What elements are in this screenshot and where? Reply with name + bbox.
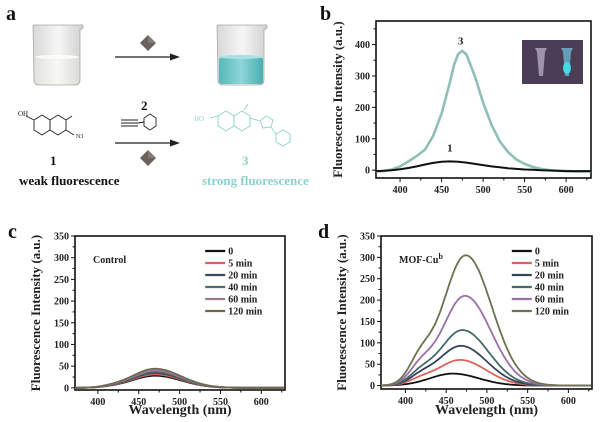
curve-annotation-1: 1 [447, 142, 453, 154]
x-tick-label-c: 550 [213, 397, 228, 408]
y-tick-label-d: 250 [360, 274, 375, 285]
panel-letter-d: d [318, 221, 330, 243]
y-tick-label-c: 350 [54, 232, 69, 243]
x-tick-label-b: 500 [476, 185, 491, 196]
catalyst-icon-top [140, 35, 156, 51]
legend-label: 20 min [228, 271, 258, 282]
series-line-1 [376, 160, 591, 173]
y-tick-label-c: 50 [59, 362, 69, 373]
y-tick-label-d: 50 [365, 360, 375, 371]
series-group-d [381, 254, 592, 387]
strong-fluorescence-label: strong fluorescence [202, 173, 309, 188]
y-axis-label-d: Fluorescence Intensity (a.u.) [334, 234, 349, 390]
x-tick-label-b: 400 [393, 185, 408, 196]
y-tick-label-b: 300 [355, 71, 370, 82]
y-tick-label-c: 150 [54, 318, 69, 329]
legend-label: 5 min [228, 259, 253, 270]
vial-left-icon [535, 48, 547, 76]
panel-letter-a: a [6, 3, 16, 25]
y-tick-label-c: 300 [54, 253, 69, 264]
y-axis-label-c: Fluorescence Intensity (a.u.) [28, 235, 43, 391]
y-tick-label-c: 200 [54, 297, 69, 308]
y-tick-label-d: 200 [360, 296, 375, 307]
x-tick-label-c: 450 [131, 397, 146, 408]
inset-vial-photo [522, 40, 583, 84]
beaker-after [216, 24, 268, 86]
legend-label: 5 min [535, 259, 560, 270]
compound-2-label: 2 [141, 98, 148, 113]
weak-fluorescence-label: weak fluorescence [19, 173, 120, 188]
y-tick-label-b: 0 [365, 166, 370, 177]
panel-annotation-d: MOF-Cub [399, 252, 443, 266]
annotation-superscript: b [438, 252, 443, 261]
oh-label-1: OH [18, 110, 29, 118]
legend-label: 60 min [228, 295, 258, 306]
y-tick-label-c: 100 [54, 340, 69, 351]
series-group-c [75, 367, 285, 389]
compound-1-structure [25, 114, 75, 136]
series-line-120-min [75, 367, 285, 389]
beaker-before [32, 24, 84, 86]
y-tick-label-b: 100 [355, 134, 370, 145]
x-tick-label-d: 600 [561, 396, 576, 407]
compound-3-structure [209, 103, 291, 147]
y-tick-label-d: 150 [360, 317, 375, 328]
x-tick-label-b: 600 [559, 185, 574, 196]
legend-label: 20 min [535, 271, 565, 282]
x-tick-label-c: 500 [172, 397, 187, 408]
legend-label: 120 min [535, 307, 570, 318]
x-tick-label-d: 500 [479, 396, 494, 407]
legend-label: 40 min [228, 283, 258, 294]
reaction-arrow-top [115, 53, 180, 61]
x-tick-label-d: 400 [398, 396, 413, 407]
panel-annotation-c: Control [93, 255, 126, 266]
x-tick-label-c: 600 [254, 397, 269, 408]
y-tick-label-b: 200 [355, 103, 370, 114]
series-group-b [376, 49, 591, 173]
panel-a-schematic [25, 24, 291, 166]
phenylacetylene-structure [121, 113, 157, 131]
compound-3-label: 3 [242, 153, 249, 168]
series-line-120-min [381, 254, 592, 387]
x-axis-label-c: Wavelength (nm) [128, 403, 231, 418]
x-tick-label-b: 450 [434, 185, 449, 196]
y-axis-label-b: Fluorescence Intensity (a.u.) [330, 21, 345, 177]
x-tick-label-c: 400 [90, 397, 105, 408]
y-tick-label-d: 300 [360, 253, 375, 264]
inset-background [522, 40, 583, 84]
curve-annotation-3: 3 [458, 36, 464, 48]
n3-label: N3 [76, 134, 84, 140]
reaction-arrow-bottom [115, 139, 180, 147]
legend-label: 40 min [535, 283, 565, 294]
x-tick-label-d: 450 [439, 396, 454, 407]
y-tick-label-b: 400 [355, 40, 370, 51]
compound-1-label: 1 [50, 153, 57, 168]
legend-label: 0 [228, 247, 233, 258]
legend-label: 120 min [228, 307, 263, 318]
y-tick-label-c: 0 [64, 383, 69, 394]
x-tick-label-d: 550 [520, 396, 535, 407]
panel-letter-b: b [320, 3, 332, 25]
x-tick-label-b: 550 [517, 185, 532, 196]
vial-right-glow [563, 62, 571, 74]
y-tick-label-d: 0 [370, 381, 375, 392]
legend-label: 60 min [535, 295, 565, 306]
y-tick-label-d: 100 [360, 338, 375, 349]
catalyst-icon-bottom [140, 150, 156, 166]
y-tick-label-c: 250 [54, 275, 69, 286]
x-axis-label-d: Wavelength (nm) [435, 403, 538, 418]
panel-letter-c: c [8, 221, 17, 243]
y-tick-label-d: 350 [360, 232, 375, 243]
legend-label: 0 [535, 247, 540, 258]
ho-label-3: HO [194, 115, 205, 123]
